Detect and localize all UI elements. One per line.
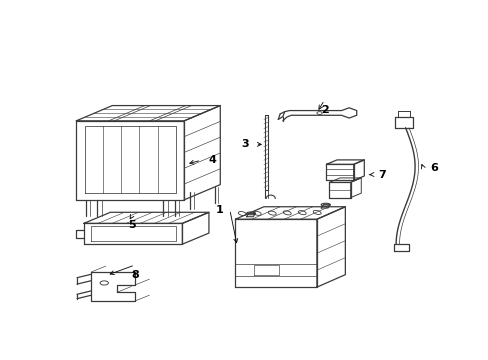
- Text: 6: 6: [429, 163, 437, 174]
- Text: 1: 1: [215, 204, 223, 215]
- Text: 7: 7: [378, 170, 386, 180]
- Text: 5: 5: [128, 220, 136, 230]
- Text: 4: 4: [208, 155, 216, 165]
- Text: 8: 8: [131, 270, 139, 280]
- Text: 2: 2: [320, 105, 328, 115]
- Text: 3: 3: [241, 139, 248, 149]
